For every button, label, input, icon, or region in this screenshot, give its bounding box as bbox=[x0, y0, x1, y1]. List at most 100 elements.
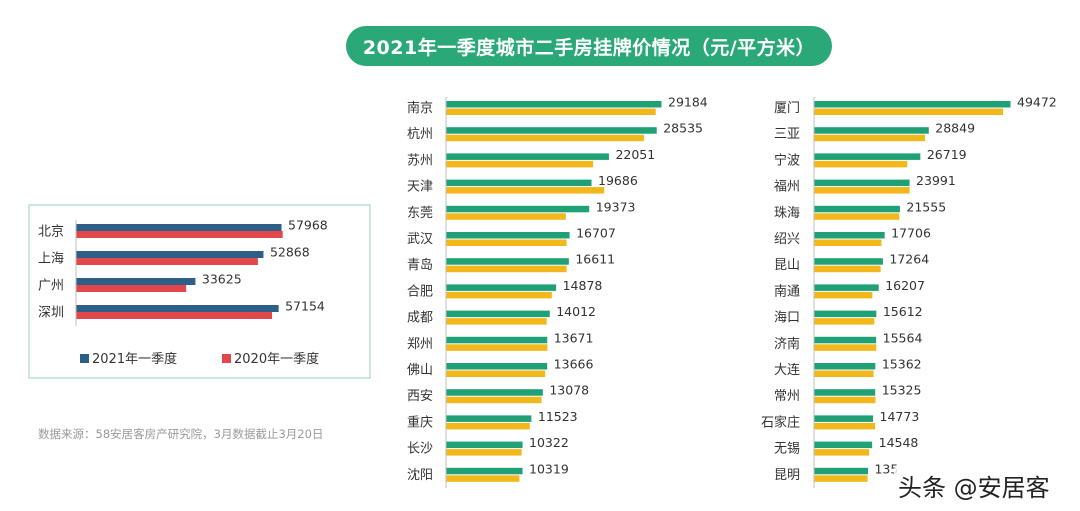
bar-2021 bbox=[446, 336, 548, 344]
left-chart: 北京 57968 上海 52868 广州 33625 深圳 57154 bbox=[38, 218, 328, 326]
category-label: 郑州 bbox=[407, 337, 433, 352]
data-label: 16611 bbox=[575, 252, 615, 267]
category-label: 济南 bbox=[774, 336, 800, 352]
bar-2020 bbox=[814, 291, 873, 299]
data-label: 14878 bbox=[563, 278, 603, 293]
bar-2021 bbox=[446, 467, 523, 475]
category-label: 海口 bbox=[774, 311, 800, 326]
bar-2020 bbox=[814, 344, 877, 351]
bar-2020 bbox=[76, 285, 187, 292]
data-label: 15325 bbox=[882, 383, 922, 398]
bar-2021 bbox=[446, 232, 570, 239]
category-label: 西安 bbox=[407, 389, 433, 404]
category-label: 福州 bbox=[774, 180, 800, 195]
bar-2021 bbox=[446, 258, 569, 265]
data-label: 10322 bbox=[529, 435, 569, 450]
bar-2021 bbox=[814, 127, 929, 134]
data-label: 11523 bbox=[538, 409, 578, 424]
bar-2021 bbox=[814, 258, 883, 265]
category-label: 合肥 bbox=[407, 284, 433, 299]
category-label: 石家庄 bbox=[761, 414, 800, 430]
category-label: 长沙 bbox=[407, 442, 433, 457]
category-label: 昆山 bbox=[774, 258, 800, 273]
category-label: 武汉 bbox=[407, 232, 433, 247]
bar-2021 bbox=[446, 284, 557, 291]
data-label: 17264 bbox=[889, 252, 929, 267]
category-label: 沈阳 bbox=[407, 468, 433, 483]
bar-2020 bbox=[814, 318, 875, 325]
category-label: 宁波 bbox=[774, 152, 800, 168]
bar-2021 bbox=[814, 101, 1011, 108]
category-label: 成都 bbox=[407, 311, 433, 326]
bar-2021 bbox=[814, 179, 910, 187]
bar-2020 bbox=[76, 312, 273, 319]
bar-2020 bbox=[76, 231, 283, 238]
bar-2021 bbox=[446, 101, 662, 108]
data-label: 29184 bbox=[668, 95, 708, 110]
bar-2021 bbox=[814, 153, 921, 160]
bar-2021 bbox=[814, 336, 877, 344]
data-label: 33625 bbox=[202, 272, 242, 287]
bar-2021 bbox=[814, 415, 874, 422]
category-label: 常州 bbox=[774, 389, 800, 404]
bar-2021 bbox=[446, 310, 550, 318]
data-label: 19686 bbox=[598, 173, 638, 188]
bar-2020 bbox=[446, 187, 605, 194]
data-label: 52868 bbox=[270, 245, 310, 260]
bar-2020 bbox=[446, 318, 547, 325]
bar-2021 bbox=[814, 284, 879, 291]
data-label: 22051 bbox=[615, 147, 655, 162]
right-chart: 厦门 49472 三亚 28849 宁波 26719 福州 23991 珠海 21555 绍兴 177… bbox=[761, 95, 1057, 488]
chart-title: 2021年一季度城市二手房挂牌价情况（元/平方米） bbox=[346, 26, 832, 66]
bar-2020 bbox=[446, 344, 548, 351]
bar-2021 bbox=[814, 310, 877, 318]
data-label: 14012 bbox=[556, 304, 596, 319]
bar-2021 bbox=[446, 441, 523, 449]
bar-2020 bbox=[814, 265, 881, 273]
data-label: 15612 bbox=[883, 304, 923, 319]
legend: 2021年一季度 2020年一季度 bbox=[80, 351, 319, 367]
category-label: 深圳 bbox=[38, 306, 64, 321]
category-label: 上海 bbox=[38, 252, 64, 267]
bar-2021 bbox=[446, 205, 590, 213]
bar-2020 bbox=[814, 187, 910, 194]
category-label: 珠海 bbox=[774, 206, 800, 221]
bar-2021 bbox=[76, 251, 264, 258]
source-note: 数据来源：58安居客房产研究院，3月数据截止3月20日 bbox=[38, 427, 324, 441]
category-label: 无锡 bbox=[774, 442, 800, 457]
legend-swatch-2020 bbox=[222, 354, 231, 363]
bar-2021 bbox=[814, 441, 873, 449]
category-label: 南京 bbox=[407, 100, 433, 116]
legend-swatch-2021 bbox=[80, 354, 89, 363]
bar-2020 bbox=[446, 475, 520, 482]
bar-2021 bbox=[814, 467, 868, 475]
bar-2021 bbox=[446, 179, 592, 187]
category-label: 三亚 bbox=[774, 127, 800, 142]
bar-2020 bbox=[814, 239, 882, 246]
data-label: 49472 bbox=[1017, 95, 1057, 110]
bar-2020 bbox=[446, 291, 552, 299]
category-label: 广州 bbox=[38, 279, 64, 294]
bar-2020 bbox=[446, 134, 644, 142]
bar-2021 bbox=[814, 363, 876, 370]
bar-2020 bbox=[446, 396, 542, 404]
data-label: 26719 bbox=[927, 147, 967, 162]
data-label: 13666 bbox=[554, 357, 594, 372]
data-label: 28849 bbox=[935, 121, 975, 136]
bar-2020 bbox=[446, 422, 530, 430]
category-label: 青岛 bbox=[407, 257, 433, 273]
category-label: 厦门 bbox=[774, 101, 800, 116]
data-label: 14548 bbox=[879, 435, 919, 450]
bar-2021 bbox=[446, 389, 543, 396]
bar-2020 bbox=[446, 265, 567, 273]
category-label: 天津 bbox=[407, 180, 433, 195]
bar-2020 bbox=[814, 396, 876, 404]
category-label: 佛山 bbox=[407, 363, 433, 378]
data-label: 57154 bbox=[285, 299, 325, 314]
legend-label-2021: 2021年一季度 bbox=[92, 351, 177, 367]
bar-2020 bbox=[814, 134, 926, 142]
bar-2020 bbox=[814, 449, 870, 456]
data-label: 15564 bbox=[883, 330, 923, 345]
data-label: 21555 bbox=[906, 199, 946, 214]
